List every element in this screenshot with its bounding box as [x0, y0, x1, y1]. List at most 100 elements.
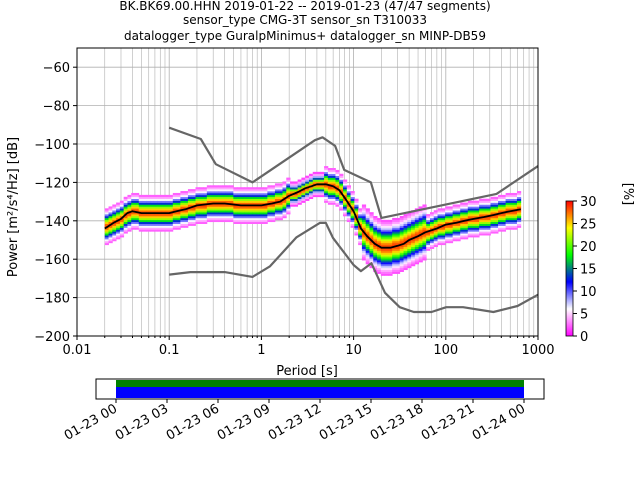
density-cell: [312, 194, 317, 198]
density-cell: [229, 214, 234, 217]
density-cell: [388, 267, 393, 271]
density-cell: [240, 189, 246, 192]
density-cell: [263, 196, 268, 200]
density-cell: [161, 229, 166, 232]
density-cell: [221, 219, 227, 223]
density-cell: [467, 219, 472, 223]
density-cell: [274, 183, 280, 186]
density-cell: [150, 202, 155, 205]
density-cell: [221, 198, 227, 201]
density-cell: [339, 173, 344, 176]
density-cell: [380, 240, 386, 244]
density-cell: [494, 204, 499, 207]
density-cell: [441, 233, 446, 236]
density-cell: [135, 204, 140, 207]
density-cell: [331, 187, 336, 190]
density-cell: [191, 189, 196, 192]
density-cell: [339, 196, 344, 200]
density-cell: [138, 221, 143, 224]
density-cell: [369, 212, 374, 215]
density-cell: [195, 217, 200, 221]
density-cell: [513, 217, 518, 221]
density-cell: [498, 206, 503, 209]
density-cell: [399, 248, 404, 251]
density-cell: [104, 239, 109, 242]
density-cell: [448, 240, 454, 244]
density-cell: [429, 214, 435, 217]
density-cell: [441, 235, 446, 238]
density-cell: [119, 225, 125, 228]
density-cell: [361, 258, 367, 261]
density-cell: [361, 206, 367, 209]
density-cell: [460, 202, 465, 205]
density-cell: [377, 231, 382, 234]
density-cell: [392, 239, 397, 242]
density-cell: [206, 196, 212, 200]
density-cell: [380, 273, 386, 276]
density-cell: [225, 194, 230, 198]
density-cell: [482, 231, 488, 234]
density-cell: [399, 264, 404, 267]
density-cell: [119, 210, 125, 213]
density-cell: [153, 229, 159, 232]
density-cell: [445, 217, 450, 221]
density-cell: [490, 223, 495, 226]
density-cell: [429, 237, 435, 240]
density-cell: [293, 198, 299, 201]
density-cell: [244, 196, 249, 200]
density-cell: [153, 208, 159, 211]
density-cell: [199, 210, 204, 213]
density-cell: [214, 198, 219, 201]
density-cell: [116, 204, 121, 207]
density-cell: [373, 227, 378, 230]
density-cell: [131, 217, 136, 221]
density-cell: [475, 221, 480, 224]
density-cell: [384, 260, 389, 263]
density-cell: [441, 214, 446, 217]
density-cell: [445, 216, 450, 219]
density-cell: [373, 262, 378, 265]
density-cell: [218, 210, 223, 213]
density-cell: [127, 200, 132, 203]
density-cell: [176, 212, 181, 215]
density-cell: [464, 210, 469, 213]
density-cell: [123, 229, 128, 232]
density-cell: [104, 210, 109, 213]
density-cell: [184, 219, 189, 223]
density-cell: [271, 216, 276, 219]
density-cell: [153, 202, 159, 205]
density-cell: [286, 179, 291, 182]
density-cell: [301, 185, 306, 188]
density-cell: [335, 189, 340, 192]
density-cell: [418, 252, 423, 255]
density-cell: [335, 185, 340, 188]
density-cell: [377, 260, 382, 263]
density-cell: [187, 208, 193, 211]
density-cell: [498, 227, 503, 230]
density-cell: [138, 219, 143, 223]
density-cell: [426, 246, 431, 249]
density-cell: [437, 227, 442, 230]
density-cell: [399, 269, 404, 272]
density-cell: [460, 206, 465, 209]
density-cell: [471, 223, 476, 226]
density-cell: [358, 240, 363, 244]
density-cell: [214, 196, 219, 200]
density-cell: [278, 217, 283, 221]
density-cell: [358, 235, 363, 238]
density-cell: [373, 240, 378, 244]
density-cell: [161, 208, 166, 211]
density-cell: [494, 223, 499, 226]
density-cell: [433, 221, 438, 224]
density-cell: [210, 214, 215, 217]
density-cell: [403, 227, 408, 230]
density-cell: [343, 183, 348, 186]
density-cell: [494, 229, 499, 232]
density-cell: [475, 235, 480, 238]
density-cell: [437, 208, 442, 211]
density-cell: [161, 196, 166, 200]
density-cell: [187, 198, 193, 201]
density-cell: [377, 242, 382, 246]
density-cell: [210, 200, 215, 203]
density-cell: [274, 210, 280, 213]
